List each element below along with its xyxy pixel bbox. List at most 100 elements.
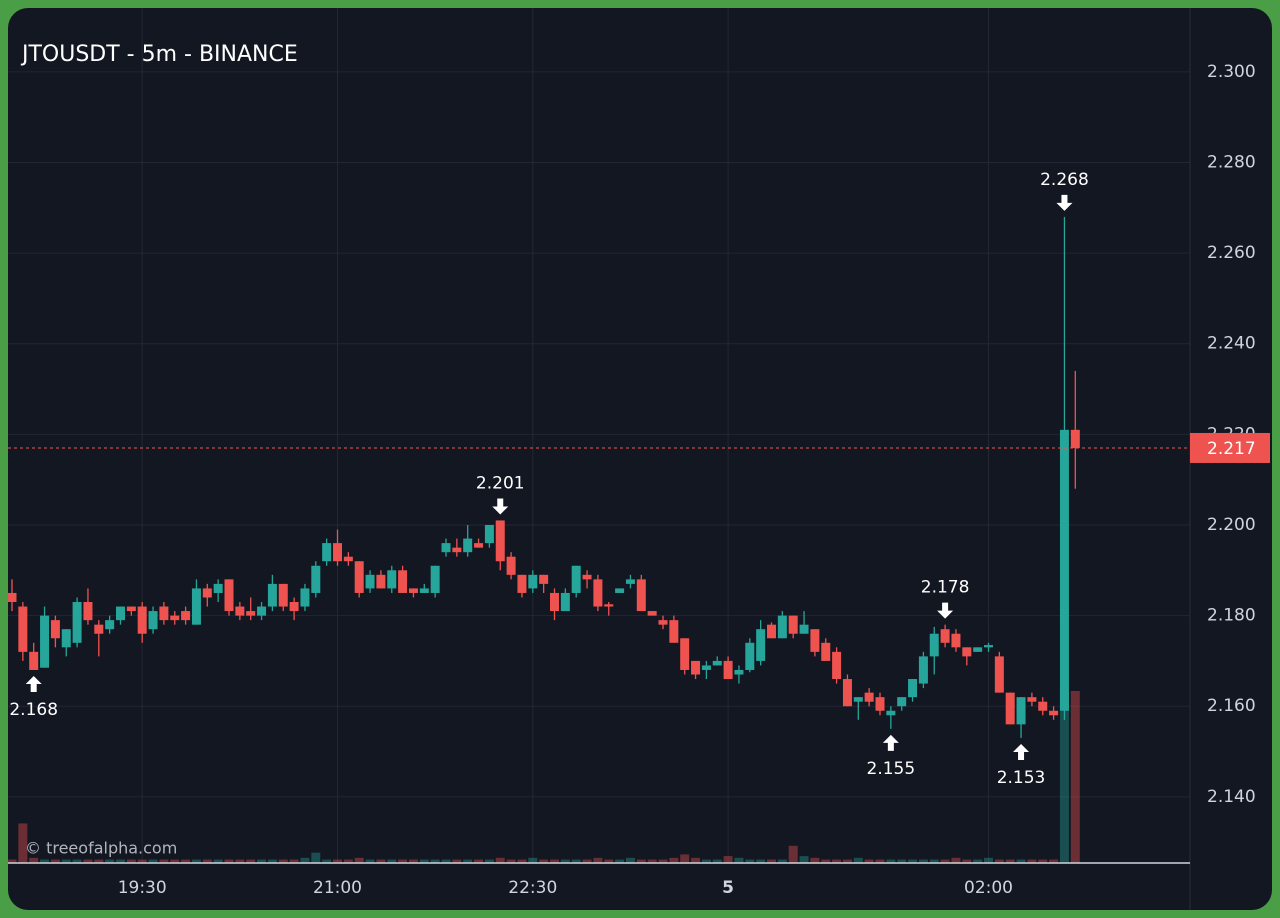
volume-bar — [517, 859, 527, 863]
candle-body — [929, 633, 939, 657]
volume-bar — [94, 859, 104, 863]
candle-body — [506, 556, 516, 575]
candle-body — [658, 620, 668, 625]
candle-body — [202, 588, 212, 598]
volume-bar — [918, 859, 928, 863]
last-price-label: 2.217 — [1207, 439, 1256, 459]
candle-body — [951, 633, 961, 648]
candle-body — [354, 561, 364, 593]
volume-bar — [550, 859, 559, 863]
candle-body — [853, 697, 863, 702]
annotation-arrow — [937, 602, 954, 619]
candle-body — [582, 574, 592, 580]
candle-body — [604, 604, 614, 607]
watermark: © treeofalpha.com — [25, 839, 177, 858]
volume-bar — [40, 859, 50, 863]
annotation-label: 2.153 — [997, 768, 1046, 788]
volume-bar — [50, 859, 60, 863]
candle-body — [1049, 710, 1059, 716]
volume-bar — [246, 859, 256, 863]
x-tick-label: 19:30 — [118, 878, 167, 898]
candle-body — [224, 579, 234, 612]
candle-body — [137, 606, 147, 634]
candle-body — [636, 579, 646, 612]
candle-body — [61, 629, 71, 648]
volume-bar — [929, 859, 939, 863]
volume-bar — [474, 859, 484, 863]
candle-body — [300, 588, 310, 607]
annotation-arrow — [25, 675, 42, 692]
candle-body — [680, 638, 690, 670]
volume-bar — [908, 859, 918, 863]
last-price-tag — [1190, 432, 1270, 463]
candle-body — [669, 620, 679, 643]
candle-body — [886, 710, 896, 716]
volume-bar — [777, 859, 787, 863]
candle-body — [908, 679, 918, 698]
volume-bar — [897, 859, 907, 863]
volume-bar — [463, 859, 473, 863]
volume-bar — [940, 859, 950, 863]
volume-bar — [343, 859, 353, 863]
candle-body — [777, 615, 787, 639]
volume-bar — [669, 857, 679, 863]
candle-body — [788, 615, 798, 634]
candle-body — [539, 574, 549, 584]
volume-bar — [408, 859, 418, 863]
volume-bar — [257, 859, 267, 863]
volume-bar — [821, 859, 831, 863]
volume-bar — [832, 859, 842, 863]
x-tick-label: 21:00 — [313, 878, 362, 898]
candle-body — [550, 592, 559, 612]
volume-bar — [322, 859, 332, 863]
volume-bar — [126, 859, 136, 863]
volume-bar — [148, 859, 158, 863]
volume-bar — [419, 859, 429, 863]
candle-body — [452, 547, 462, 553]
volume-bar — [875, 859, 885, 863]
candle-body — [832, 651, 842, 680]
candle-body — [647, 611, 657, 616]
volume-bar — [560, 859, 570, 863]
candle-body — [278, 583, 288, 607]
volume-bar — [116, 859, 125, 863]
candle-body — [1059, 429, 1069, 711]
volume-bar — [333, 859, 342, 863]
volume-bar — [625, 857, 635, 863]
y-tick-label: 2.160 — [1207, 696, 1256, 716]
volume-bar — [788, 845, 798, 863]
volume-bar — [799, 856, 809, 863]
candle-body — [691, 660, 701, 675]
volume-bar — [767, 859, 776, 863]
candle-body — [267, 583, 277, 607]
volume-bar — [267, 859, 277, 863]
candle-body — [571, 565, 581, 593]
volume-bar — [289, 859, 299, 863]
candle-body — [463, 538, 473, 553]
volume-bar — [376, 859, 386, 863]
candle-body — [191, 588, 201, 625]
volume-bar — [441, 859, 451, 863]
candle-body — [625, 579, 635, 584]
candle-body — [821, 642, 831, 661]
annotation-label: 2.178 — [921, 578, 970, 598]
candle-body — [18, 606, 28, 652]
volume-bar — [810, 857, 820, 863]
volume-bar — [213, 859, 223, 863]
candle-body — [213, 583, 223, 593]
volume-bar — [984, 857, 993, 863]
volume-bar — [615, 859, 625, 863]
volume-bar — [354, 857, 364, 863]
candle-body — [767, 624, 776, 639]
y-tick-label: 2.240 — [1207, 334, 1256, 354]
volume-bar — [1027, 859, 1037, 863]
volume-bar — [864, 859, 874, 863]
volume-bar — [83, 859, 93, 863]
candle-body — [29, 651, 39, 670]
candle-body — [8, 592, 17, 603]
candle-body — [159, 606, 169, 621]
annotation-arrow — [882, 734, 899, 751]
volume-bar — [1059, 691, 1069, 863]
candle-body — [311, 565, 321, 593]
